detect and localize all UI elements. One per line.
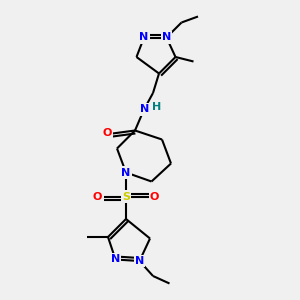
Text: O: O: [93, 191, 102, 202]
Text: N: N: [140, 32, 148, 43]
Text: H: H: [152, 102, 161, 112]
Text: N: N: [122, 167, 130, 178]
Text: S: S: [122, 191, 130, 202]
Text: O: O: [102, 128, 112, 139]
Text: N: N: [135, 256, 144, 266]
Text: N: N: [140, 104, 149, 115]
Text: N: N: [111, 254, 120, 265]
Text: O: O: [150, 191, 159, 202]
Text: N: N: [162, 32, 171, 43]
